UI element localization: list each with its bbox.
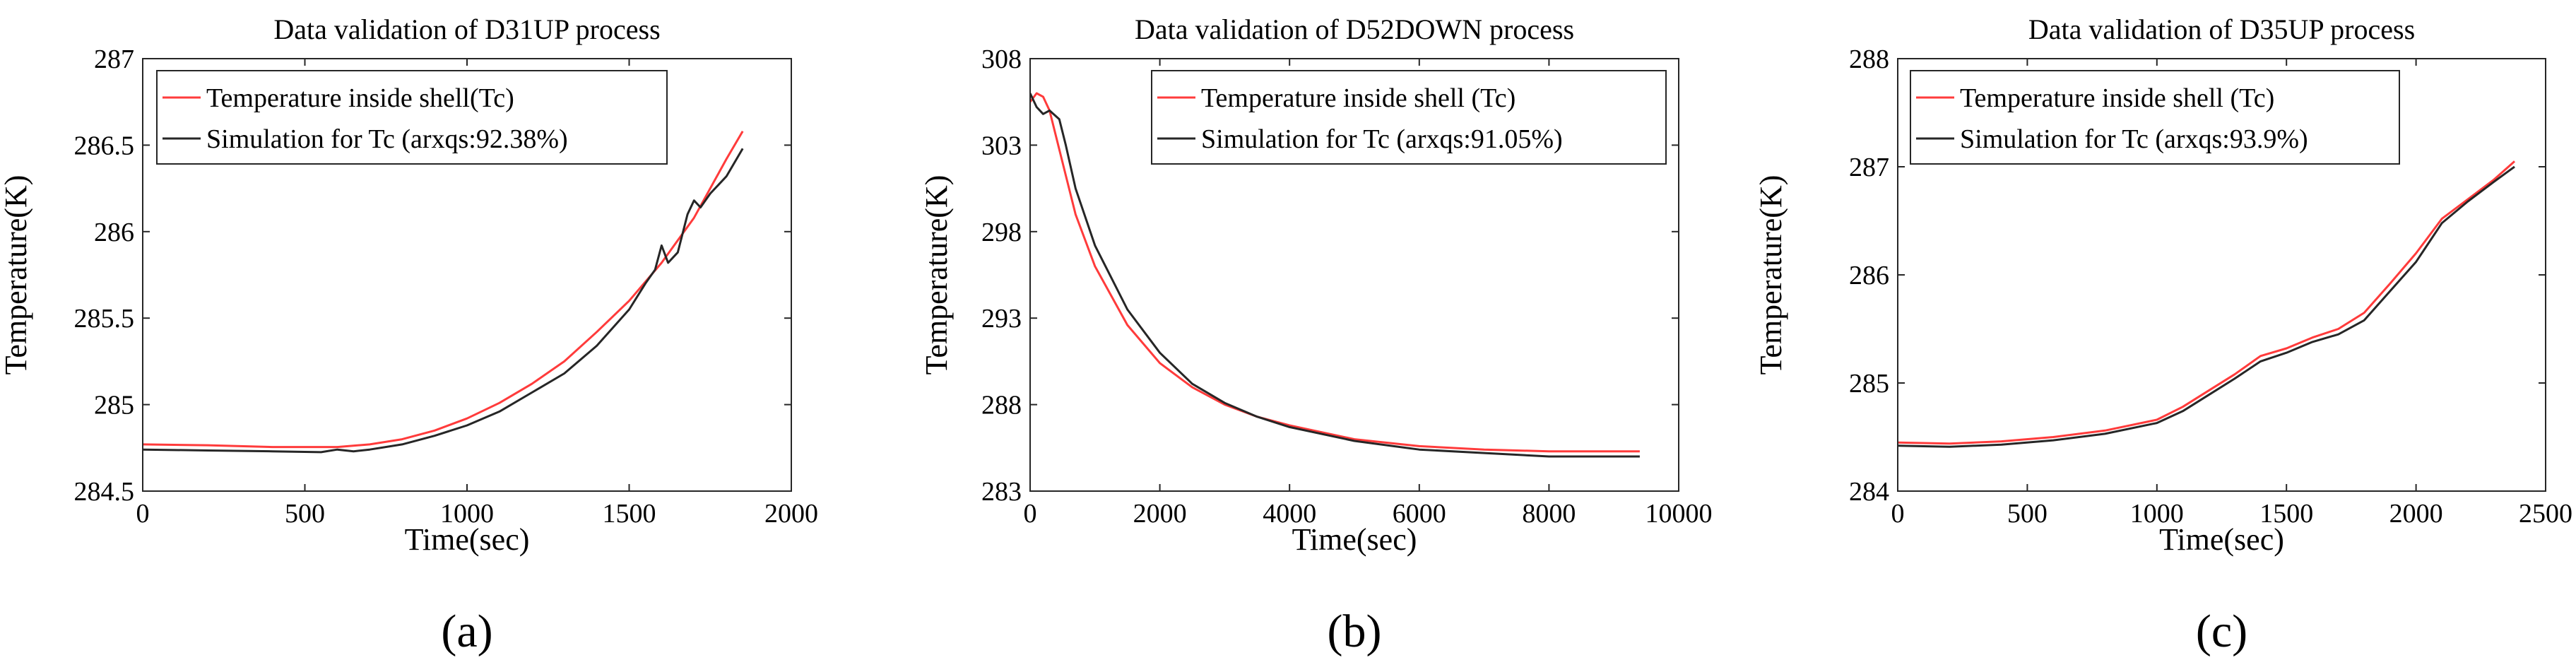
plot-frame	[1029, 58, 1679, 492]
legend: Temperature inside shell (Tc) Simulation …	[1151, 70, 1667, 165]
x-tick-label: 6000	[1393, 499, 1446, 529]
x-tick-label: 500	[2007, 499, 2048, 529]
simulation-line	[1898, 165, 2515, 448]
simulation-line	[143, 148, 744, 454]
x-tick-label: 0	[1024, 499, 1037, 529]
y-tick-label: 284	[1849, 477, 1889, 507]
y-tick-label: 285	[94, 391, 134, 420]
x-axis-label: Time(sec)	[1292, 522, 1417, 557]
y-tick-label: 288	[981, 391, 1022, 420]
measured-temperature-line	[1898, 160, 2515, 445]
y-tick-label: 283	[981, 477, 1022, 507]
y-tick-label: 285.5	[74, 304, 135, 334]
x-tick-label: 0	[1891, 499, 1905, 529]
panel-label: (c)	[2196, 606, 2247, 657]
x-tick-label: 4000	[1263, 499, 1316, 529]
x-tick-label: 2000	[764, 499, 818, 529]
y-axis-label: Temperature(K)	[0, 175, 33, 375]
y-tick-label: 293	[981, 304, 1022, 334]
y-axis-label: Temperature(K)	[1754, 175, 1788, 375]
x-axis-label: Time(sec)	[2159, 522, 2284, 557]
y-tick-label: 288	[1849, 45, 1889, 74]
chart-title: Data validation of D52DOWN process	[1135, 13, 1574, 45]
legend-entry: Simulation for Tc (arxqs:92.38%)	[206, 124, 568, 154]
legend-box	[1151, 70, 1667, 165]
y-tick-label: 286	[1849, 261, 1889, 290]
x-tick-label: 1000	[440, 499, 494, 529]
measured-temperature-line	[143, 131, 744, 449]
chart-panel-1: Data validation of D31UP process 0 500 1000…	[0, 13, 818, 657]
chart-panel-3: Data validation of D35UP process 0 500 1000…	[1754, 13, 2572, 657]
legend-entry: Temperature inside shell(Tc)	[206, 83, 514, 113]
chart-title: Data validation of D31UP process	[273, 13, 660, 45]
y-tick-label: 285	[1849, 369, 1889, 399]
legend-entry: Temperature inside shell (Tc)	[1201, 83, 1516, 113]
y-tick-label: 308	[981, 45, 1022, 74]
legend-entry: Simulation for Tc (arxqs:93.9%)	[1960, 124, 2308, 154]
x-tick-label: 1500	[603, 499, 656, 529]
x-tick-label: 0	[136, 499, 150, 529]
x-tick-label: 500	[285, 499, 325, 529]
measured-temperature-line	[1030, 92, 1640, 453]
panel-label: (a)	[441, 606, 492, 657]
chart-title: Data validation of D35UP process	[2028, 13, 2415, 45]
y-tick-label: 287	[1849, 153, 1889, 182]
legend-entry: Simulation for Tc (arxqs:91.05%)	[1201, 124, 1563, 154]
x-axis-label: Time(sec)	[405, 522, 530, 557]
y-tick-label: 286.5	[74, 131, 135, 160]
x-tick-label: 2500	[2519, 499, 2572, 529]
y-axis-label: Temperature(K)	[919, 175, 954, 375]
legend: Temperature inside shell(Tc) Simulation f…	[156, 70, 668, 165]
x-tick-label: 1000	[2130, 499, 2184, 529]
x-tick-label: 2000	[1133, 499, 1187, 529]
panel-label: (b)	[1328, 606, 1382, 657]
y-tick-label: 287	[94, 45, 134, 74]
y-tick-label: 284.5	[74, 477, 135, 507]
chart-panel-2: Data validation of D52DOWN process 0 2000 4…	[919, 13, 1713, 657]
y-tick-label: 298	[981, 218, 1022, 247]
legend-box	[156, 70, 668, 165]
simulation-line	[1030, 93, 1640, 458]
legend-entry: Temperature inside shell (Tc)	[1960, 83, 2274, 113]
x-tick-label: 10000	[1646, 499, 1713, 529]
y-tick-label: 286	[94, 218, 134, 247]
x-tick-label: 2000	[2389, 499, 2443, 529]
legend: Temperature inside shell (Tc) Simulation …	[1910, 70, 2400, 165]
x-tick-label: 8000	[1522, 499, 1576, 529]
x-tick-label: 1500	[2259, 499, 2313, 529]
y-tick-label: 303	[981, 131, 1022, 160]
legend-box	[1910, 70, 2400, 165]
